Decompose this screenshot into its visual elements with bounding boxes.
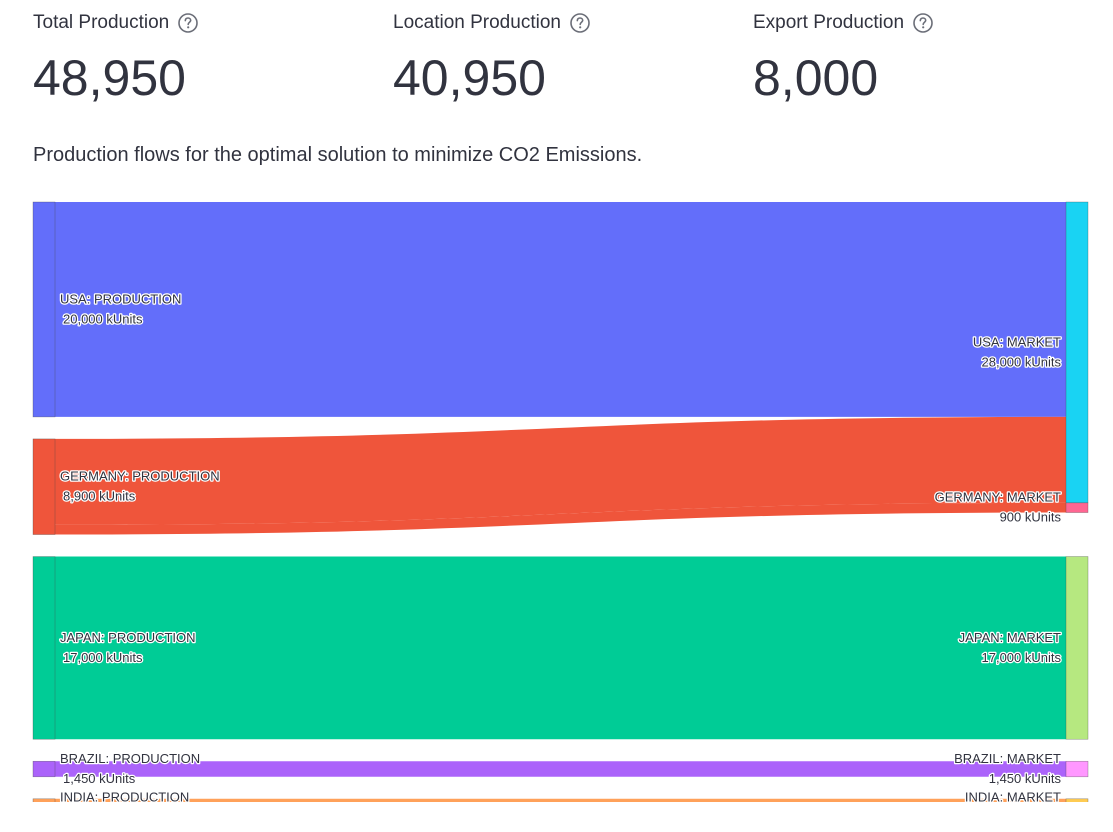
sankey-node[interactable] xyxy=(32,760,56,778)
metric-total-production: Total Production 48,950 xyxy=(33,10,199,108)
sankey-node-name: JAPAN: MARKET xyxy=(959,630,1061,645)
sankey-node[interactable] xyxy=(1065,556,1089,740)
sankey-link[interactable] xyxy=(55,761,1066,777)
sankey-node-name: USA: MARKET xyxy=(973,334,1061,349)
sankey-node-value: 17,000 kUnits xyxy=(63,650,143,665)
help-icon[interactable] xyxy=(912,12,934,34)
sankey-node-value: 1,450 kUnits xyxy=(989,771,1062,786)
sankey-link[interactable] xyxy=(55,416,1066,525)
sankey-node-name: USA: PRODUCTION xyxy=(60,291,181,306)
sankey-link[interactable] xyxy=(55,202,1066,417)
metric-label-text: Export Production xyxy=(753,12,905,33)
help-icon[interactable] xyxy=(177,12,199,34)
sankey-node-value: 28,000 kUnits xyxy=(982,354,1062,369)
sankey-node-name: BRAZIL: MARKET xyxy=(954,751,1061,766)
sankey-node-name: INDIA: MARKET xyxy=(965,789,1061,802)
sankey-chart: USA: PRODUCTION 20,000 kUnits GERMANY: PRO… xyxy=(32,201,1089,802)
sankey-node-name: GERMANY: MARKET xyxy=(935,490,1061,505)
chart-caption: Production flows for the optimal solutio… xyxy=(33,144,643,166)
sankey-node-name: JAPAN: PRODUCTION xyxy=(60,630,196,645)
metric-label: Total Production xyxy=(33,10,199,36)
sankey-link[interactable] xyxy=(55,798,1066,802)
sankey-node-value: 17,000 kUnits xyxy=(982,650,1062,665)
metric-export-production: Export Production 8,000 xyxy=(753,10,934,108)
sankey-link[interactable] xyxy=(55,502,1066,535)
metric-value: 8,000 xyxy=(753,50,879,106)
sankey-node[interactable] xyxy=(32,556,56,740)
sankey-node-name: BRAZIL: PRODUCTION xyxy=(60,751,200,766)
sankey-node-value: 900 kUnits xyxy=(1000,510,1062,525)
sankey-chart-container: USA: PRODUCTION 20,000 kUnits GERMANY: PRO… xyxy=(0,190,1113,802)
sankey-node[interactable] xyxy=(1065,760,1089,778)
metric-value: 40,950 xyxy=(393,50,546,106)
sankey-node[interactable] xyxy=(32,438,56,535)
metric-label-text: Total Production xyxy=(33,12,170,33)
metric-value: 48,950 xyxy=(33,50,186,106)
help-icon[interactable] xyxy=(569,12,591,34)
metric-label: Location Production xyxy=(393,10,591,36)
metric-label: Export Production xyxy=(753,10,934,36)
sankey-node[interactable] xyxy=(1065,502,1089,513)
sankey-node-value: 8,900 kUnits xyxy=(63,489,136,504)
sankey-node[interactable] xyxy=(1065,201,1089,504)
sankey-node-name: INDIA: PRODUCTION xyxy=(60,789,189,802)
sankey-node[interactable] xyxy=(32,201,56,418)
metric-label-text: Location Production xyxy=(393,12,561,33)
sankey-node-name: GERMANY: PRODUCTION xyxy=(60,469,220,484)
sankey-links xyxy=(55,202,1066,802)
sankey-node-value: 20,000 kUnits xyxy=(63,311,143,326)
sankey-node[interactable] xyxy=(1065,798,1089,802)
sankey-link[interactable] xyxy=(55,556,1066,740)
sankey-node[interactable] xyxy=(32,798,56,802)
sankey-node-value: 1,450 kUnits xyxy=(63,771,136,786)
metric-location-production: Location Production 40,950 xyxy=(393,10,591,108)
